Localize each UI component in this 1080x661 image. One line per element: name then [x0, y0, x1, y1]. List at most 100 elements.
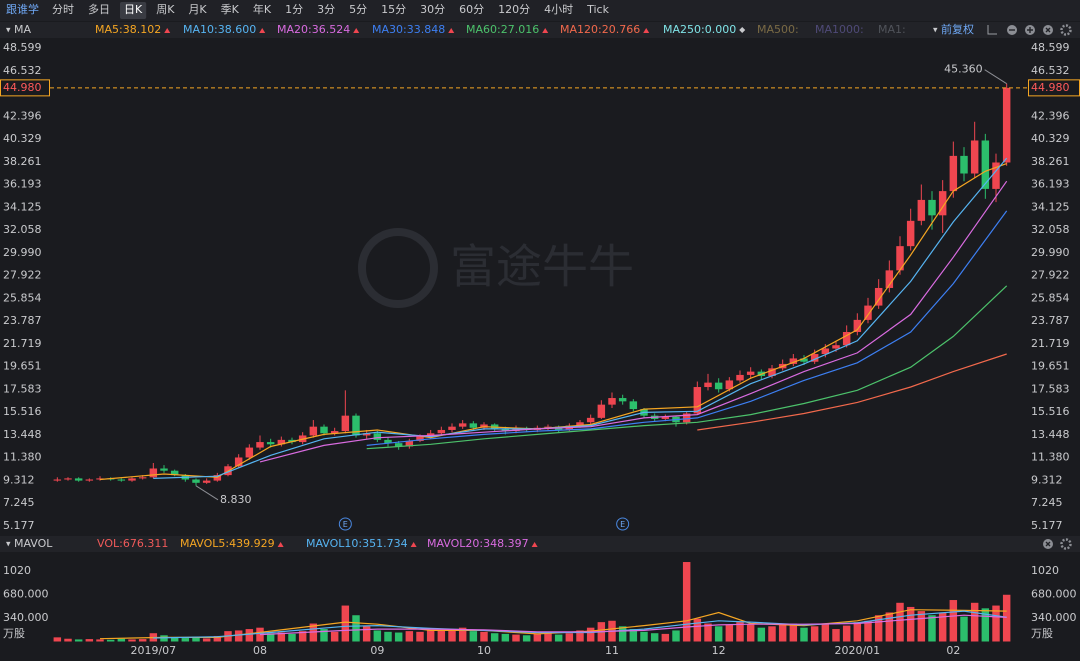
candle-body: [981, 140, 990, 189]
event-marker[interactable]: [616, 517, 630, 531]
legend-entry[interactable]: MA5:38.102: [95, 23, 161, 36]
y-tick-label: 40.329: [1031, 132, 1070, 145]
x-tick-label: 12: [712, 644, 726, 657]
dropdown-icon[interactable]: ▾: [933, 26, 938, 36]
tab[interactable]: 多日: [88, 2, 110, 16]
y-tick-label: 42.396: [3, 109, 42, 122]
axis-icon[interactable]: [987, 25, 997, 35]
unit-label: 万股: [3, 627, 25, 640]
collapse-icon[interactable]: ▾: [6, 26, 11, 36]
y-tick-label: 17.583: [3, 382, 42, 395]
price-pane-title: MA: [14, 23, 31, 36]
tab[interactable]: 60分: [459, 3, 484, 16]
event-marker[interactable]: [338, 517, 352, 531]
x-tick-label: 02: [946, 644, 960, 657]
toolbar: [0, 0, 1080, 21]
legend-entry[interactable]: MAVOL10:351.734: [306, 537, 408, 550]
adjust-select[interactable]: 前复权: [941, 22, 974, 36]
volume-bar: [704, 623, 712, 642]
brand[interactable]: 跟谁学: [6, 2, 39, 16]
candle-body: [160, 468, 168, 471]
tab[interactable]: 日K: [124, 3, 143, 16]
y-tick-label: 23.787: [3, 314, 42, 327]
legend-entry[interactable]: MA60:27.016: [466, 23, 539, 36]
settings-button[interactable]: [1060, 24, 1072, 36]
candle-body: [341, 415, 350, 432]
legend-entry[interactable]: MAVOL5:439.929: [180, 537, 275, 550]
candle-body: [53, 479, 62, 481]
settings-button[interactable]: [1060, 538, 1072, 550]
volume-bar: [277, 632, 286, 642]
volume-bar: [85, 639, 94, 642]
candle-body: [885, 270, 894, 288]
minus-glyph: [1009, 29, 1015, 31]
legend-entry[interactable]: MAVOL20:348.397: [427, 537, 529, 550]
y-tick-label: 32.058: [1031, 223, 1070, 236]
collapse-icon[interactable]: ▾: [6, 540, 11, 550]
ma-line: [99, 163, 1007, 481]
volume-bar: [341, 605, 350, 642]
tab[interactable]: 5分: [349, 3, 367, 16]
tab[interactable]: 30分: [420, 3, 445, 16]
legend-entry[interactable]: MA10:38.600: [183, 23, 256, 36]
y-tick-label: 15.516: [3, 405, 42, 418]
volume-bar: [266, 633, 275, 642]
tab[interactable]: 年K: [253, 2, 272, 16]
tab[interactable]: 周K: [156, 3, 175, 16]
tab[interactable]: 3分: [317, 3, 335, 16]
candle-body: [704, 382, 712, 388]
volume-bar: [501, 633, 510, 642]
tab[interactable]: 15分: [381, 3, 406, 16]
tab[interactable]: Tick: [586, 3, 609, 16]
legend-entry[interactable]: MA500:: [757, 23, 799, 36]
volume-bar: [928, 615, 936, 642]
volume-bar: [800, 627, 808, 642]
candle-body: [618, 398, 627, 402]
volume-bar: [565, 633, 574, 642]
watermark-text: 富途牛牛: [450, 240, 634, 294]
candle-body: [608, 398, 616, 405]
tab[interactable]: 1分: [285, 3, 303, 16]
volume-bar: [554, 634, 563, 642]
legend-entry[interactable]: MA1000:: [815, 23, 864, 36]
volume-bar: [512, 634, 520, 642]
x-tick-label: 2020/01: [834, 644, 880, 657]
candle-body: [874, 287, 883, 306]
volume-bar: [128, 639, 136, 642]
volume-bar: [970, 602, 979, 642]
volume-bar: [352, 615, 360, 642]
trend-triangle: [448, 28, 455, 33]
candle-body: [544, 426, 552, 428]
tab[interactable]: 120分: [498, 3, 530, 16]
y-tick-label: 32.058: [3, 223, 42, 236]
candle-body: [373, 433, 382, 440]
legend-entry[interactable]: VOL:676.311: [97, 537, 168, 550]
tab[interactable]: 4小时: [544, 3, 573, 16]
candle-body: [682, 413, 691, 423]
close-glyph: [1045, 541, 1051, 547]
y-tick-label: 11.380: [3, 451, 42, 464]
volume-bar: [1002, 594, 1011, 642]
y-tick-label: 34.125: [3, 200, 42, 213]
legend-entry[interactable]: MA120:20.766: [560, 23, 640, 36]
tab[interactable]: 月K: [188, 3, 207, 16]
event-label[interactable]: E: [343, 520, 348, 529]
legend-entry[interactable]: MA20:36.524: [277, 23, 350, 36]
y-tick-label: 11.380: [1031, 451, 1070, 464]
tab[interactable]: 分时: [52, 3, 74, 16]
candle-body: [64, 478, 72, 480]
legend-entry[interactable]: MA1:: [878, 23, 906, 36]
event-label[interactable]: E: [620, 520, 625, 529]
volume-bar: [213, 635, 222, 642]
trend-triangle: [259, 28, 266, 33]
legend-entry[interactable]: MA30:33.848: [372, 23, 445, 36]
candle-body: [170, 470, 179, 476]
volume-bar: [874, 615, 883, 642]
watermark: 富途牛牛: [358, 228, 634, 308]
candle-body: [746, 371, 755, 375]
tab[interactable]: 季K: [221, 3, 240, 16]
legend-entry[interactable]: MA250:0.000: [663, 23, 736, 36]
volume-bar: [789, 623, 798, 642]
candle-body: [202, 480, 211, 483]
current-price-label: 44.980: [3, 81, 42, 94]
